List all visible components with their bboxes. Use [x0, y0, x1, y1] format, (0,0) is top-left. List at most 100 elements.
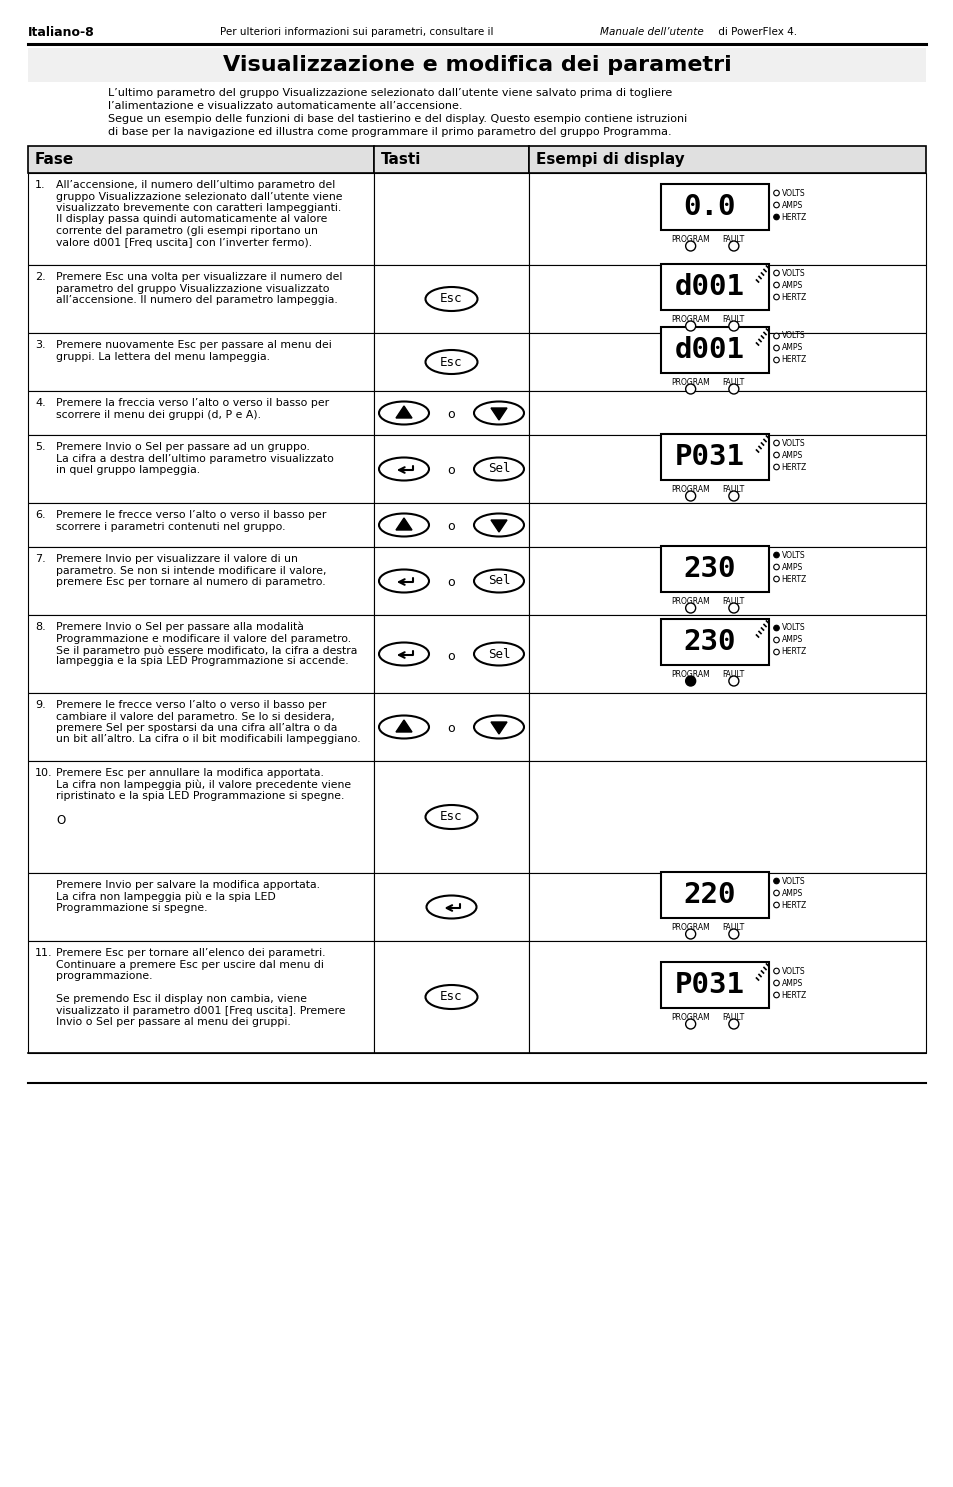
Text: 1.: 1.: [35, 180, 46, 190]
Bar: [374, 265, 529, 333]
Text: Premere la freccia verso l’alto o verso il basso per: Premere la freccia verso l’alto o verso …: [56, 399, 329, 407]
Bar: [529, 391, 925, 436]
Text: corrente del parametro (gli esempi riportano un: corrente del parametro (gli esempi ripor…: [56, 226, 317, 236]
Text: Esempi di display: Esempi di display: [536, 152, 684, 167]
Circle shape: [773, 294, 779, 300]
Text: ripristinato e la spia LED Programmazione si spegne.: ripristinato e la spia LED Programmazion…: [56, 791, 344, 801]
Bar: [28, 265, 374, 333]
Text: gruppi. La lettera del menu lampeggia.: gruppi. La lettera del menu lampeggia.: [56, 351, 270, 361]
Text: Premere Invio per salvare la modifica apportata.: Premere Invio per salvare la modifica ap…: [56, 880, 319, 891]
Text: PROGRAM: PROGRAM: [671, 923, 709, 932]
Text: 10.: 10.: [35, 767, 52, 778]
Bar: [28, 693, 374, 761]
Bar: [374, 761, 529, 873]
Text: Se premendo Esc il display non cambia, viene: Se premendo Esc il display non cambia, v…: [56, 993, 307, 1004]
Circle shape: [773, 271, 779, 275]
Text: VOLTS: VOLTS: [781, 439, 804, 448]
Bar: [529, 146, 925, 172]
Circle shape: [773, 575, 779, 581]
Bar: [529, 333, 925, 391]
Text: d001: d001: [674, 336, 743, 364]
Bar: [374, 873, 529, 941]
Text: PROGRAM: PROGRAM: [671, 596, 709, 607]
Circle shape: [773, 452, 779, 458]
Polygon shape: [395, 517, 412, 529]
Text: Per ulteriori informazioni sui parametri, consultare il: Per ulteriori informazioni sui parametri…: [220, 27, 497, 37]
Text: di PowerFlex 4.: di PowerFlex 4.: [714, 27, 797, 37]
Text: Premere Esc una volta per visualizzare il numero del: Premere Esc una volta per visualizzare i…: [56, 272, 342, 283]
Text: AMPS: AMPS: [781, 562, 801, 571]
Circle shape: [773, 891, 779, 895]
Bar: [660, 265, 769, 309]
Circle shape: [685, 321, 695, 332]
Bar: [660, 327, 769, 373]
Text: VOLTS: VOLTS: [781, 876, 804, 885]
Circle shape: [728, 321, 738, 332]
Ellipse shape: [425, 804, 477, 828]
Text: AMPS: AMPS: [781, 978, 801, 987]
Circle shape: [728, 241, 738, 251]
Text: HERTZ: HERTZ: [781, 213, 806, 222]
Text: La cifra non lampeggia più, il valore precedente viene: La cifra non lampeggia più, il valore pr…: [56, 779, 351, 790]
Text: in quel gruppo lampeggia.: in quel gruppo lampeggia.: [56, 465, 200, 474]
Bar: [28, 48, 925, 82]
Bar: [529, 547, 925, 616]
Text: P031: P031: [674, 971, 743, 999]
Text: visualizzato il parametro d001 [Freq uscita]. Premere: visualizzato il parametro d001 [Freq usc…: [56, 1005, 345, 1016]
Circle shape: [773, 968, 779, 974]
Text: 220: 220: [682, 880, 735, 909]
Circle shape: [728, 604, 738, 613]
Text: HERTZ: HERTZ: [781, 293, 806, 302]
Text: Premere nuovamente Esc per passare al menu dei: Premere nuovamente Esc per passare al me…: [56, 341, 332, 349]
Text: 7.: 7.: [35, 555, 46, 564]
Bar: [529, 873, 925, 941]
Circle shape: [728, 384, 738, 394]
Text: Esc: Esc: [439, 990, 462, 1004]
Text: 230: 230: [682, 628, 735, 656]
Bar: [28, 333, 374, 391]
Text: Premere Esc per annullare la modifica apportata.: Premere Esc per annullare la modifica ap…: [56, 767, 323, 778]
Text: HERTZ: HERTZ: [781, 355, 806, 364]
Ellipse shape: [425, 287, 477, 311]
Text: FAULT: FAULT: [722, 923, 744, 932]
Bar: [660, 962, 769, 1008]
Bar: [374, 616, 529, 693]
Text: o: o: [447, 464, 455, 477]
Text: 8.: 8.: [35, 622, 46, 632]
Text: Visualizzazione e modifica dei parametri: Visualizzazione e modifica dei parametri: [222, 55, 731, 74]
Circle shape: [685, 604, 695, 613]
Bar: [374, 391, 529, 436]
Text: Esc: Esc: [439, 810, 462, 824]
Text: HERTZ: HERTZ: [781, 574, 806, 583]
Circle shape: [773, 650, 779, 654]
Bar: [374, 172, 529, 265]
Text: Il display passa quindi automaticamente al valore: Il display passa quindi automaticamente …: [56, 214, 327, 225]
Text: AMPS: AMPS: [781, 451, 801, 459]
Circle shape: [685, 1019, 695, 1029]
Text: P031: P031: [674, 443, 743, 471]
Text: HERTZ: HERTZ: [781, 647, 806, 656]
Circle shape: [773, 638, 779, 642]
Text: all’accensione. Il numero del parametro lampeggia.: all’accensione. Il numero del parametro …: [56, 294, 337, 305]
Text: premere Sel per spostarsi da una cifra all’altra o da: premere Sel per spostarsi da una cifra a…: [56, 723, 337, 733]
Text: PROGRAM: PROGRAM: [671, 485, 709, 494]
Text: o: o: [447, 723, 455, 736]
Bar: [660, 184, 769, 230]
Circle shape: [728, 677, 738, 686]
Bar: [374, 146, 529, 172]
Text: Premere Esc per tornare all’elenco dei parametri.: Premere Esc per tornare all’elenco dei p…: [56, 949, 325, 958]
Polygon shape: [491, 723, 506, 735]
Bar: [28, 172, 374, 265]
Text: AMPS: AMPS: [781, 635, 801, 644]
Ellipse shape: [474, 715, 523, 739]
Text: PROGRAM: PROGRAM: [671, 315, 709, 324]
Text: o: o: [447, 650, 455, 663]
Text: AMPS: AMPS: [781, 889, 801, 898]
Text: visualizzato brevemente con caratteri lampeggianti.: visualizzato brevemente con caratteri la…: [56, 204, 341, 213]
Polygon shape: [395, 406, 412, 418]
Ellipse shape: [378, 458, 429, 480]
Ellipse shape: [425, 984, 477, 1010]
Bar: [529, 503, 925, 547]
Text: AMPS: AMPS: [781, 343, 801, 352]
Bar: [28, 503, 374, 547]
